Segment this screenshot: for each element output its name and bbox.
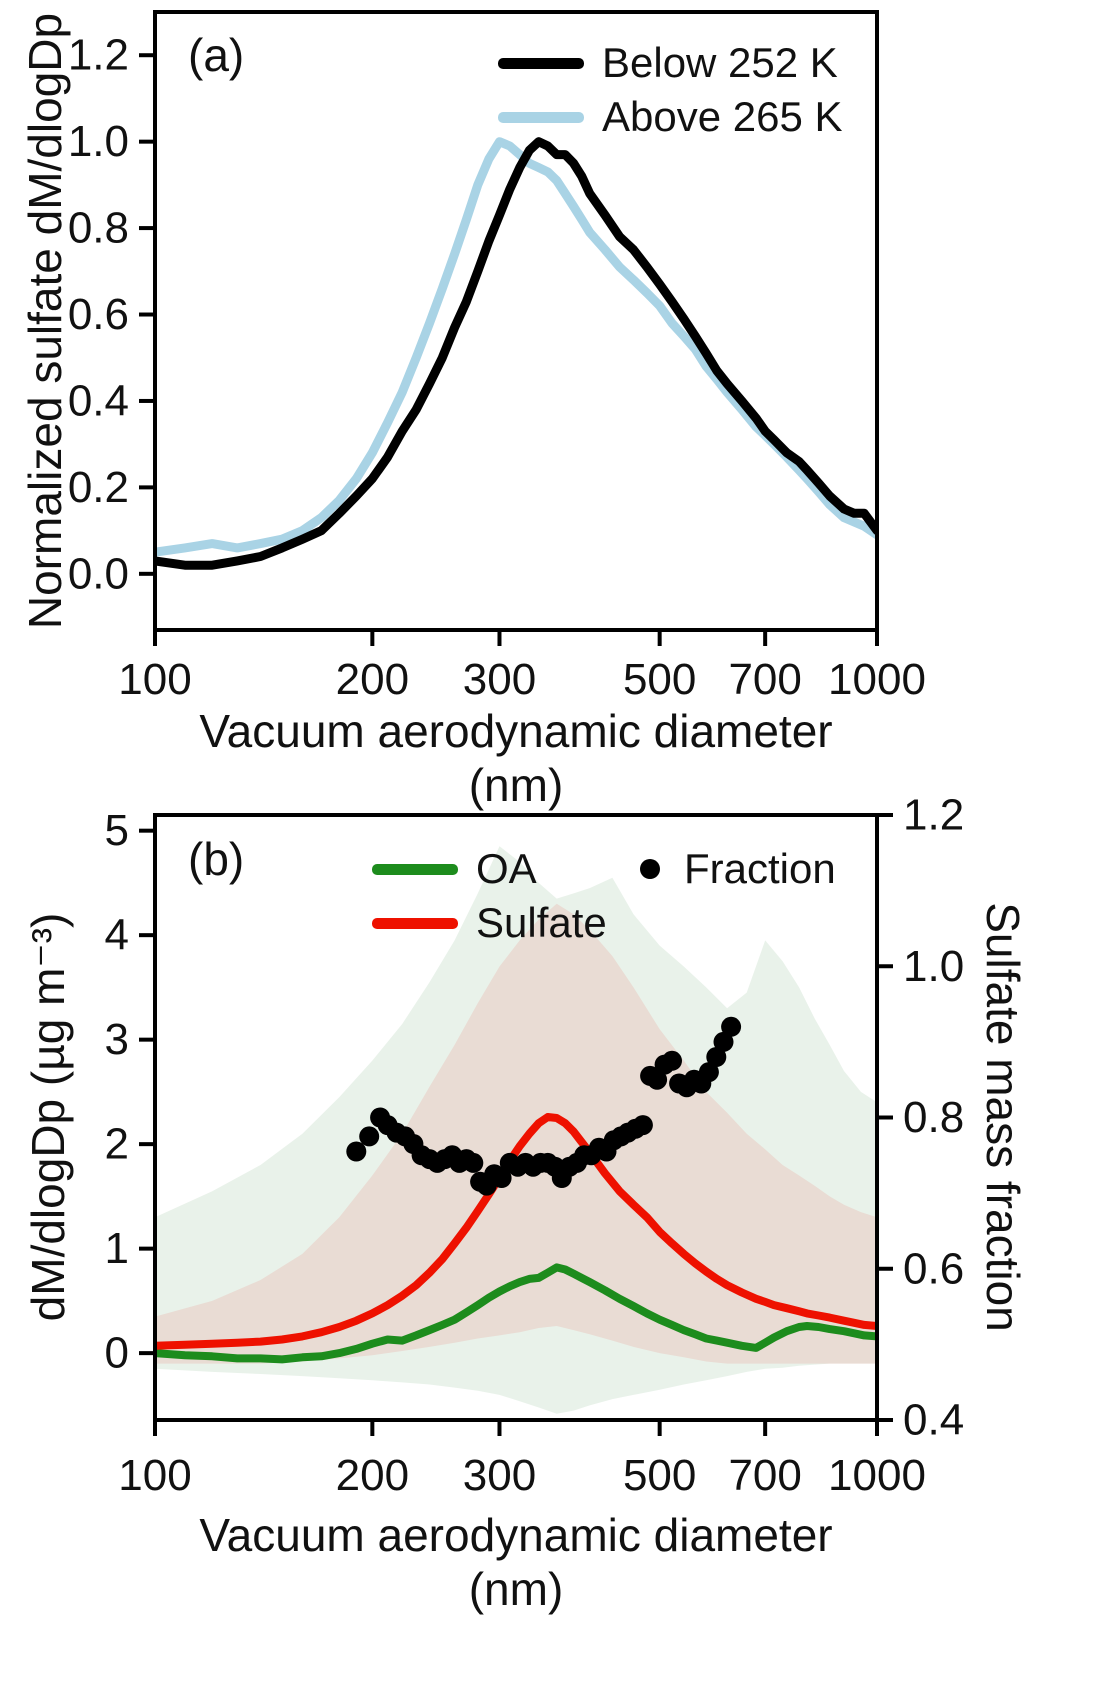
y-tick-label: 0 [105, 1329, 129, 1378]
plot-frame [153, 10, 879, 632]
fraction-dot [713, 1031, 734, 1052]
fraction-dot [647, 1069, 668, 1090]
right-y-tick-label: 1.2 [903, 791, 964, 840]
legend-item-sulfate: Sulfate [372, 899, 607, 946]
legend-item-below-252k: Below 252 K [498, 39, 843, 86]
x-tick-label: 300 [463, 1451, 536, 1500]
fraction-dot [721, 1016, 742, 1037]
series-line-oa [155, 1263, 877, 1364]
fraction-dot-swatch [640, 859, 660, 879]
right-y-tick-label: 0.8 [903, 1093, 964, 1142]
fraction-dot [359, 1126, 380, 1147]
x-tick-label: 700 [728, 655, 801, 704]
legend-item-above-265k: Above 265 K [498, 93, 843, 140]
fraction-dot [463, 1152, 484, 1173]
right-y-tick-label: 0.6 [903, 1244, 964, 1293]
legend-item-oa: OA [372, 845, 607, 892]
fraction-dot [632, 1115, 653, 1136]
panel-b-label: (b) [188, 833, 245, 885]
y-tick-label: 3 [105, 1015, 129, 1064]
fraction-dot [706, 1047, 727, 1067]
y-tick-label: 5 [105, 806, 129, 855]
series-line-above-265-k [155, 137, 877, 557]
panel-b-right-axis-title: Sulfate mass fraction [977, 902, 1029, 1332]
fraction-dot [346, 1141, 367, 1162]
y-tick-label: 1 [105, 1224, 129, 1273]
x-tick-label: 100 [118, 1451, 191, 1500]
x-tick-label: 700 [728, 1451, 801, 1500]
y-tick-label: 0.2 [68, 463, 129, 512]
sulfate-variability-band [155, 903, 877, 1364]
panel-b-x-axis-title: Vacuum aerodynamic diameter (nm) [199, 1509, 833, 1615]
y-tick-label: 0.4 [68, 376, 129, 425]
right-y-tick-label: 0.4 [903, 1396, 964, 1445]
y-tick-label: 2 [105, 1120, 129, 1169]
panel-a-x-axis-title: Vacuum aerodynamic diameter (nm) [199, 705, 833, 811]
legend-label-oa: OA [476, 845, 537, 892]
panel-a-y-axis-title: Normalized sulfate dM/dlogDp [19, 12, 71, 630]
fraction-dot [662, 1050, 682, 1071]
y-tick-label: 0.0 [68, 549, 129, 598]
panel-b-left-axis-title: dM/dlogDp (µg m⁻³) [22, 912, 74, 1322]
oa-variability-band [155, 846, 877, 1414]
panel-a-label: (a) [188, 29, 245, 81]
legend-label-fraction: Fraction [684, 845, 836, 892]
panel-a-legend: Below 252 K Above 265 K [498, 39, 843, 140]
panel-b-legend-lines: OA Sulfate [372, 845, 607, 946]
sulfate-line-swatch [372, 917, 458, 929]
x-tick-label: 300 [463, 655, 536, 704]
fraction-dot [698, 1062, 719, 1083]
above-265k-line-swatch [498, 111, 584, 123]
legend-label-above-265k: Above 265 K [602, 93, 843, 140]
legend-label-below-252k: Below 252 K [602, 39, 838, 86]
x-tick-label: 200 [336, 655, 409, 704]
y-tick-label: 4 [105, 911, 129, 960]
x-tick-label: 200 [336, 1451, 409, 1500]
x-tick-label: 1000 [828, 655, 926, 704]
x-tick-label: 1000 [828, 1451, 926, 1500]
y-tick-label: 0.8 [68, 204, 129, 253]
y-tick-label: 0.6 [68, 290, 129, 339]
below-252k-line-swatch [498, 57, 584, 69]
oa-line-swatch [372, 863, 458, 875]
series-line-sulfate [155, 1113, 877, 1350]
y-tick-label: 1.2 [68, 31, 129, 80]
fraction-dot [491, 1168, 512, 1188]
right-y-tick-label: 1.0 [903, 942, 964, 991]
y-tick-label: 1.0 [68, 117, 129, 166]
x-tick-label: 500 [623, 1451, 696, 1500]
x-tick-label: 500 [623, 655, 696, 704]
panel-b-legend-fraction: Fraction [640, 845, 836, 892]
series-line-below-252-k [155, 137, 877, 570]
legend-label-sulfate: Sulfate [476, 899, 607, 946]
x-tick-label: 100 [118, 655, 191, 704]
